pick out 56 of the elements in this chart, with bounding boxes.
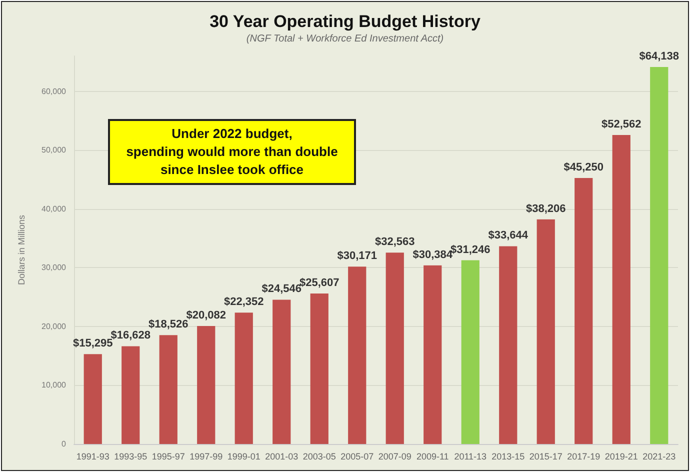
bar <box>272 300 291 444</box>
x-tick-label: 2003-05 <box>302 452 336 462</box>
x-tick-label: 1991-93 <box>76 452 110 462</box>
x-tick-label: 2017-19 <box>567 452 600 462</box>
y-tick-label: 30,000 <box>42 263 67 272</box>
x-tick-label: 2001-03 <box>265 452 298 462</box>
bar <box>310 293 328 444</box>
data-label: $33,644 <box>488 230 529 242</box>
bar <box>461 260 480 444</box>
y-tick-label: 0 <box>62 440 67 448</box>
data-label: $20,082 <box>186 309 226 322</box>
bar <box>234 312 253 444</box>
bar <box>536 219 555 444</box>
bar <box>574 178 593 444</box>
x-tick-label: 2015-17 <box>529 452 562 462</box>
y-tick-label: 10,000 <box>42 380 67 390</box>
x-tick-label: 2005-07 <box>340 452 374 462</box>
x-tick-label: 2013-15 <box>492 452 525 462</box>
data-label: $18,526 <box>148 318 188 331</box>
x-tick-label: 1995-97 <box>152 452 185 462</box>
bar <box>348 266 366 444</box>
data-label: $45,250 <box>564 161 604 174</box>
x-tick-label: 2019-21 <box>604 452 638 462</box>
x-tick-label: 1993-95 <box>114 452 148 462</box>
chart-subtitle: (NGF Total + Workforce Ed Investment Acct) <box>246 34 444 44</box>
y-tick-label: 50,000 <box>42 146 67 155</box>
bar <box>612 135 630 444</box>
bar <box>197 326 216 444</box>
x-tick-label: 2021-23 <box>642 452 676 462</box>
data-label: $16,628 <box>110 330 151 342</box>
x-tick-label: 2007-09 <box>378 452 412 462</box>
data-label: $64,138 <box>639 50 680 62</box>
bar <box>386 252 404 444</box>
chart-title: 30 Year Operating Budget History <box>210 12 481 31</box>
x-tick-label: 2011-13 <box>454 452 487 462</box>
x-tick-label: 2009-11 <box>416 452 449 462</box>
bar <box>84 354 102 444</box>
data-label: $15,295 <box>72 338 113 350</box>
y-axis-title: Dollars in Millions <box>16 214 26 286</box>
y-tick-label: 40,000 <box>42 204 67 214</box>
bar <box>159 335 178 444</box>
x-tick-label: 1997-99 <box>190 452 223 462</box>
x-tick-label: 1999-01 <box>227 452 260 462</box>
bar <box>650 66 668 444</box>
y-tick-label: 20,000 <box>42 322 67 331</box>
bar <box>499 246 518 444</box>
data-label: $30,171 <box>337 250 378 262</box>
data-label: $52,562 <box>601 118 642 130</box>
data-label: $32,563 <box>374 236 415 248</box>
bar <box>122 346 140 444</box>
data-label: $22,352 <box>224 296 264 308</box>
data-label: $38,206 <box>526 202 566 215</box>
annotation: Under 2022 budget, spending would more than double since Inslee took office <box>108 119 356 185</box>
data-label: $24,546 <box>262 283 302 296</box>
bar <box>424 265 442 444</box>
y-tick-label: 60,000 <box>42 86 67 96</box>
